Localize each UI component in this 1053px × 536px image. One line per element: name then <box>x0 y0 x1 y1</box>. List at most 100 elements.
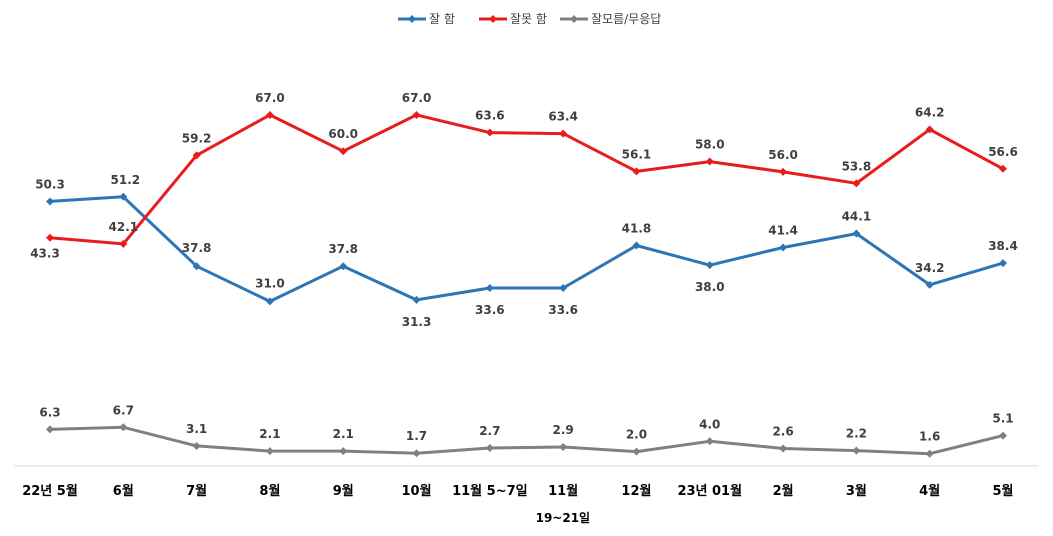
data-label: 31.0 <box>255 276 285 290</box>
data-point <box>779 444 788 453</box>
data-label: 5.1 <box>992 412 1013 426</box>
data-point <box>46 425 54 434</box>
data-label: 64.2 <box>915 105 945 119</box>
data-label: 33.6 <box>548 303 578 317</box>
data-label: 67.0 <box>402 91 432 105</box>
series-1 <box>46 110 1007 248</box>
data-label: 63.6 <box>475 109 505 123</box>
data-point <box>412 110 421 119</box>
data-point <box>46 197 54 206</box>
data-point <box>119 423 128 432</box>
data-label: 1.7 <box>406 429 427 443</box>
data-label: 67.0 <box>255 91 285 105</box>
category-label: 7월 <box>186 483 207 499</box>
series-line <box>49 113 1004 246</box>
data-point <box>119 239 128 248</box>
category-label: 23년 01월 <box>677 483 742 499</box>
series-line <box>49 425 1004 456</box>
category-label: 22년 5월 <box>22 483 78 499</box>
data-point <box>852 229 861 238</box>
data-point <box>852 179 861 188</box>
data-label: 63.4 <box>548 110 578 124</box>
data-label: 53.8 <box>842 159 872 173</box>
category-labels: 22년 5월 6월 7월 8월 9월 10월 11월 5~7일 11월 12월 23년 01월 2월… <box>22 483 1013 525</box>
legend-item-1: 잘못 함 <box>479 12 547 26</box>
data-point <box>559 129 568 138</box>
data-label: 56.6 <box>988 145 1018 159</box>
data-point <box>632 241 641 250</box>
data-label: 43.3 <box>30 247 60 261</box>
data-label: 37.8 <box>328 242 358 256</box>
data-label: 2.9 <box>553 423 574 437</box>
category-label: 9월 <box>333 483 354 499</box>
data-point <box>999 259 1007 268</box>
data-point <box>46 233 54 242</box>
data-point <box>119 192 128 201</box>
data-label: 2.1 <box>259 427 280 441</box>
series-layer <box>46 110 1007 458</box>
data-point <box>192 151 201 160</box>
data-label: 38.4 <box>988 239 1018 253</box>
data-point <box>632 447 641 456</box>
data-label: 58.0 <box>695 138 725 152</box>
data-label: 2.0 <box>626 428 647 442</box>
legend-label: 잘모름/무응답 <box>591 12 661 26</box>
data-point <box>925 125 934 134</box>
legend-marker-icon <box>489 15 497 23</box>
data-label: 44.1 <box>842 210 872 224</box>
category-label: 6월 <box>113 483 134 499</box>
data-point <box>412 449 421 458</box>
category-label: 3월 <box>846 483 867 499</box>
data-label: 33.6 <box>475 303 505 317</box>
data-label: 2.1 <box>333 427 354 441</box>
legend-item-2: 잘모름/무응답 <box>560 12 661 26</box>
data-point <box>265 297 274 306</box>
category-label: 2월 <box>773 483 794 499</box>
data-point <box>705 157 714 166</box>
data-point <box>852 446 861 455</box>
data-point <box>925 280 934 289</box>
data-label: 2.2 <box>846 427 867 441</box>
data-label: 60.0 <box>328 127 358 141</box>
category-label: 11월 5~7일 <box>452 483 528 499</box>
data-point <box>339 262 348 271</box>
category-label: 12월 <box>621 483 651 499</box>
data-label: 2.7 <box>479 424 500 438</box>
data-label: 6.3 <box>39 405 60 419</box>
data-point <box>412 295 421 304</box>
category-label: 4월 <box>919 483 940 499</box>
data-point <box>339 447 348 456</box>
data-point <box>705 437 714 446</box>
data-point <box>485 444 494 453</box>
data-label: 41.4 <box>768 224 798 238</box>
data-label: 59.2 <box>182 131 212 145</box>
data-point <box>559 442 568 451</box>
category-label: 11월 <box>548 483 578 499</box>
data-label: 50.3 <box>35 177 65 191</box>
data-labels: 50.3 51.2 37.8 31.0 37.8 31.3 33.6 33.6 41.8 38.0… <box>30 91 1018 444</box>
data-label: 37.8 <box>182 241 212 255</box>
category-label: 8월 <box>259 483 280 499</box>
data-point <box>705 261 714 270</box>
category-sublabel: 19~21일 <box>536 511 591 525</box>
data-label: 34.2 <box>915 261 945 275</box>
legend-item-0: 잘 함 <box>398 12 455 26</box>
legend-marker-icon <box>408 15 416 23</box>
data-label: 6.7 <box>113 403 134 417</box>
data-point <box>485 128 494 137</box>
data-point <box>485 283 494 292</box>
data-label: 56.1 <box>622 147 652 161</box>
data-point <box>265 447 274 456</box>
data-point <box>779 167 788 176</box>
data-label: 41.8 <box>622 221 652 235</box>
data-point <box>632 167 641 176</box>
data-point <box>339 147 348 156</box>
legend-marker-icon <box>570 15 578 23</box>
data-point <box>192 262 201 271</box>
data-label: 56.0 <box>768 148 798 162</box>
series-line <box>49 195 1004 303</box>
category-label: 5월 <box>992 483 1013 499</box>
data-point <box>999 164 1007 173</box>
